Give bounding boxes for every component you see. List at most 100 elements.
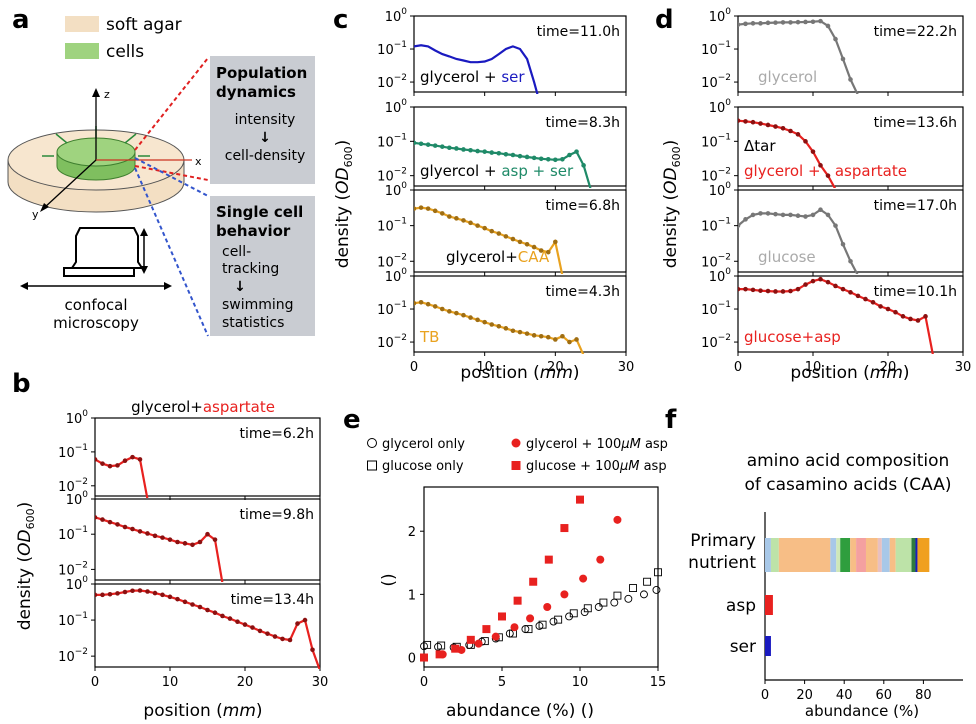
density-chart-c4: 100 10−1 10−20 10 20 30 time=4.3h TB [377,267,634,375]
panel-label-b: b [12,369,31,399]
axis-y-line [43,159,97,209]
plot-frame-d3 [737,189,964,273]
y-tick-label-b3: 10−2 [58,647,88,665]
data-point-glucose-only [524,625,533,634]
data-point-d4 [780,289,786,294]
data-point-b3 [280,636,285,642]
zoom-line-red-top [134,57,209,151]
data-point-b2 [95,515,98,520]
bar-segment-primary-nutrient [889,538,896,572]
y-tick-label-d1: 100 [709,7,732,25]
data-point-c2 [553,157,558,163]
data-point-c2 [468,147,473,153]
data-point-d1 [773,20,778,25]
data-point-c2 [418,141,424,147]
time-label-b1: time=6.2h [240,426,315,442]
box1-arrow: ↓ [259,130,271,146]
y-tick-label-d2: 100 [709,98,732,116]
x-tick-label-f: 0 [761,688,769,703]
data-point-b1 [122,458,128,463]
data-point-c3 [531,244,537,250]
series-group-d2 [738,118,837,188]
data-point-glucose-only [583,604,592,613]
y-tick-label-d4: 10−1 [701,300,731,318]
data-point-glycerol-asp [457,645,466,654]
y-tick-label-c2: 10−2 [377,167,407,185]
data-point-d2 [743,119,748,124]
axis-y-label: y [32,208,39,221]
y-tick-label-c1: 10−1 [377,40,407,58]
data-point-c4 [496,323,502,329]
legend-glucose-only: glucose only [382,459,464,474]
data-point-c2 [475,148,480,154]
x-tick-label-d4: 30 [955,360,972,375]
x-tick-label-c4: 30 [618,360,635,375]
data-point-b3 [257,628,263,634]
density-chart-b1: 100 10−1 10−2 time=6.2h [58,409,321,500]
data-point-c3 [418,205,424,210]
panel-label-e: e [343,405,361,435]
data-point-d1 [803,19,808,25]
data-point-d4 [908,316,913,322]
data-point-d2 [765,122,771,128]
y-tick-label-c4: 10−1 [377,300,407,318]
bar-segment-primary-nutrient [865,538,878,572]
x-tick-label-e: 15 [650,675,667,690]
data-point-d4 [818,276,823,282]
series-group-c3 [414,205,564,274]
data-point-c4 [447,309,452,314]
density-chart-c2: 100 10−1 10−2 time=8.3h glyercol + asp + ser [377,98,627,190]
y-tick-label-d1: 10−2 [701,73,731,91]
panel-f-title-2: of casamino acids (CAA) [744,475,951,495]
data-point-d4 [840,286,846,292]
data-point-b2 [182,541,188,546]
y-tick-label-d3: 100 [709,181,732,199]
data-point-b3 [175,596,180,602]
data-point-d4 [738,286,741,292]
data-point-c2 [574,149,579,154]
data-point-c4 [524,331,530,336]
series-group-d1 [738,18,859,94]
data-point-c3 [538,248,544,253]
microscopy-label-2: microscopy [53,314,139,332]
box2-arrow: ↓ [234,279,246,295]
data-point-b2 [212,537,218,542]
time-label-d4: time=10.1h [874,284,957,300]
density-chart-d1: 100 10−1 10−2 time=22.2h glycerol [701,7,964,96]
data-point-b1 [137,457,143,462]
density-chart-d4: 100 10−1 10−20 10 20 30 time=10.1h glucose+asp [701,267,971,375]
data-point-c4 [517,329,523,335]
panel-f-row1-label-2: nutrient [688,553,756,573]
data-point-glucose-only [538,620,547,629]
plot-frame-d2 [737,106,964,187]
scatter-chart-e: 0 5 10 15 0 1 2 [408,486,667,690]
y-tick-label-d4: 100 [709,267,732,285]
data-point-c3 [468,220,473,226]
data-point-c2 [482,149,487,154]
bar-segment-primary-nutrient [877,538,882,572]
data-point-c4 [489,322,495,327]
panel-e-xlabel: abundance (%) () [446,701,594,721]
data-point-d4 [900,314,906,319]
data-point-c4 [503,326,509,331]
data-point-c2 [454,146,459,151]
bar-segment-primary-nutrient [850,538,857,572]
data-point-b3 [227,616,233,621]
panel-label-d: d [655,5,674,35]
time-label-d1: time=22.2h [874,24,957,40]
bar-segment-primary-nutrient [856,538,866,572]
data-point-d4 [923,314,928,319]
data-point-c2 [496,150,502,156]
data-point-d3 [765,211,771,216]
panel-b-xlabel: position (mm) [143,701,262,721]
data-point-c2 [560,156,565,162]
data-point-d2 [758,121,763,126]
y-tick-label-b3: 10−1 [58,611,88,629]
time-label-b3: time=13.4h [231,592,314,608]
data-point-glycerol-asp [579,574,588,583]
data-point-c3 [524,241,530,247]
panel-label-f: f [665,405,677,435]
condition-label-d3: glucose [758,248,816,266]
bar-segment-primary-nutrient [881,538,890,572]
data-point-glucose-only [643,577,652,586]
